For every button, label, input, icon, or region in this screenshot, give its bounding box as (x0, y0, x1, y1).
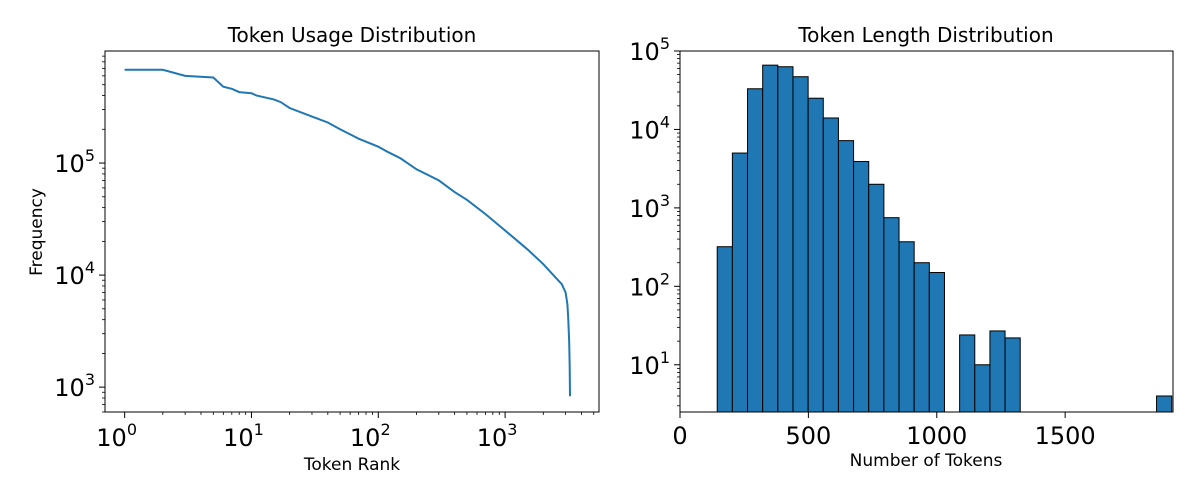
y-axis-ticks: 101 102 103 104 105 (629, 34, 680, 407)
histogram-bar (928, 272, 945, 413)
x-tick-label: 100 (96, 420, 137, 452)
histogram-bar (1004, 337, 1021, 413)
chart-title: Token Usage Distribution (227, 23, 477, 47)
y-tick-label: 102 (629, 269, 670, 301)
x-axis-ticks: 0 500 1000 1500 (672, 412, 1096, 450)
y-tick-label: 103 (54, 370, 95, 402)
y-tick-label: 104 (54, 258, 95, 290)
y-axis-ticks: 103 104 105 (54, 55, 105, 413)
y-tick-label: 104 (629, 112, 670, 144)
histogram-bar (716, 246, 733, 413)
chart-title: Token Length Distribution (797, 23, 1053, 47)
histogram-bar (747, 88, 764, 413)
x-tick-label: 101 (223, 420, 264, 452)
histogram-bar (1156, 395, 1173, 413)
token-usage-chart: Token Usage Distribution 100 101 102 103 10… (27, 23, 600, 475)
y-tick-label: 105 (54, 146, 95, 178)
histogram-bar (883, 217, 900, 413)
y-tick-label: 105 (629, 34, 670, 66)
plot-area (716, 64, 1173, 413)
plot-frame (104, 50, 600, 413)
histogram-bar (959, 334, 976, 413)
y-axis-label: Frequency (27, 188, 47, 276)
plot-area (124, 68, 571, 397)
histogram-bar (807, 97, 824, 413)
x-tick-label: 1000 (906, 422, 967, 450)
histogram-bar (777, 66, 794, 413)
x-tick-label: 103 (477, 420, 518, 452)
token-length-chart: Token Length Distribution 0 500 1000 1500 1… (629, 23, 1174, 471)
histogram-bar (913, 262, 930, 413)
y-tick-label: 103 (629, 191, 670, 223)
x-axis-label: Token Rank (303, 455, 400, 475)
histogram-bar (837, 140, 855, 413)
histogram-bar (792, 76, 809, 413)
histogram-bar (989, 330, 1006, 413)
histogram-bar (853, 161, 870, 413)
x-tick-label: 1500 (1035, 422, 1096, 450)
series-line (124, 68, 571, 397)
x-tick-label: 0 (672, 422, 687, 450)
histogram-bar (974, 364, 991, 413)
y-tick-label: 101 (629, 348, 670, 380)
histogram-bar (731, 152, 749, 413)
histogram-bar (868, 183, 885, 413)
histogram-bar (762, 64, 779, 413)
x-tick-label: 102 (350, 420, 391, 452)
histogram-bar (898, 241, 915, 413)
histogram-bar (822, 117, 839, 413)
x-tick-label: 500 (785, 422, 831, 450)
x-axis-ticks: 100 101 102 103 (96, 412, 595, 452)
x-axis-label: Number of Tokens (850, 451, 1003, 471)
